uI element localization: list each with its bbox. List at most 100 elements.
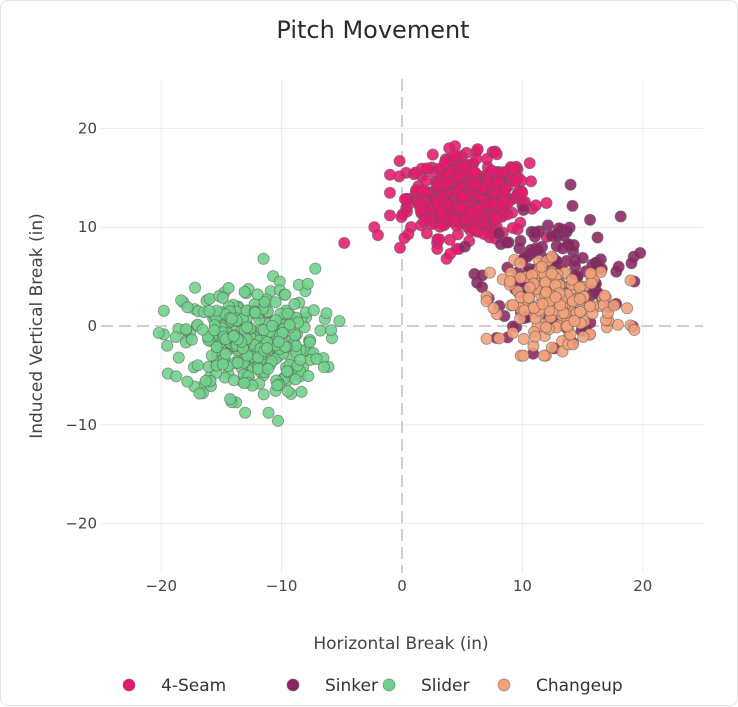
data-point [281,307,294,320]
data-point [181,301,194,314]
data-point [325,324,338,337]
data-point [258,295,271,308]
data-point [522,291,535,304]
data-point [227,330,240,343]
data-point [309,262,322,275]
data-point [420,162,434,175]
data-point [563,221,576,234]
data-point [528,230,541,243]
data-point [541,219,555,232]
data-point [529,330,542,343]
data-point [552,222,566,235]
data-point [517,203,530,216]
data-point [266,319,279,333]
y-tick-label: −10 [65,416,97,434]
data-point [468,224,482,237]
data-points [152,140,647,427]
data-point [199,374,212,387]
data-point [239,406,252,419]
data-point [393,154,406,168]
data-point [262,362,275,375]
data-point [448,149,461,162]
data-point [303,336,316,349]
series-changeup [480,250,641,362]
data-point [371,229,384,242]
data-point [227,374,240,387]
data-point [545,341,558,354]
data-point [537,349,551,362]
data-point [503,275,516,288]
series-slider [152,252,346,427]
data-point [536,297,549,310]
data-point [231,356,244,369]
data-point [569,260,582,273]
legend: 4-Seam Sinker Slider Changeup [122,676,623,696]
data-point [191,359,204,372]
data-point [383,186,397,199]
tick-labels: −20 −10 0 10 20 20 10 0 −10 −20 [65,119,652,595]
data-point [180,323,193,336]
data-point [523,281,536,294]
data-point [523,157,536,170]
data-point [564,178,577,191]
data-point [216,291,229,304]
data-point [431,179,444,192]
data-point [585,277,598,290]
data-point [487,302,500,315]
data-point [170,370,183,383]
x-tick-label: 20 [633,577,652,595]
data-point [485,164,498,177]
data-point [420,227,433,240]
data-point [238,285,251,299]
data-point [584,213,597,226]
data-point [491,176,504,189]
data-point [584,267,597,280]
data-point [624,274,637,287]
data-point [269,296,282,309]
legend-marker [286,678,300,692]
data-point [566,199,579,212]
data-point [193,387,206,400]
series-4-seam [338,140,553,265]
data-point [529,199,542,212]
data-point [208,324,221,337]
data-point [320,307,333,320]
data-point [545,229,558,242]
data-point [483,266,496,279]
data-point [499,182,512,196]
data-point [161,339,174,352]
data-point [262,406,275,419]
data-point [272,335,285,348]
data-point [216,358,229,371]
data-point [496,196,509,210]
data-point [573,292,586,306]
data-point [224,393,237,406]
data-point [288,298,301,311]
data-point [271,379,284,392]
x-axis-label: Horizontal Break (in) [313,634,488,654]
data-point [507,163,520,176]
data-point [169,331,182,344]
data-point [513,242,526,255]
data-point [472,202,486,215]
data-point [257,252,270,265]
data-point [257,388,270,401]
data-point [314,324,327,337]
data-point [583,300,597,313]
data-point [157,304,170,317]
data-point [333,315,346,328]
data-point [540,286,553,299]
data-point [279,288,292,301]
data-point [225,312,238,325]
data-point [383,168,397,181]
data-point [506,299,520,312]
data-point [444,247,457,260]
data-point [545,267,558,280]
data-point [189,281,202,294]
data-point [152,326,165,339]
data-point [612,260,625,273]
data-point [621,302,634,315]
data-point [526,246,539,259]
data-point [409,166,422,179]
